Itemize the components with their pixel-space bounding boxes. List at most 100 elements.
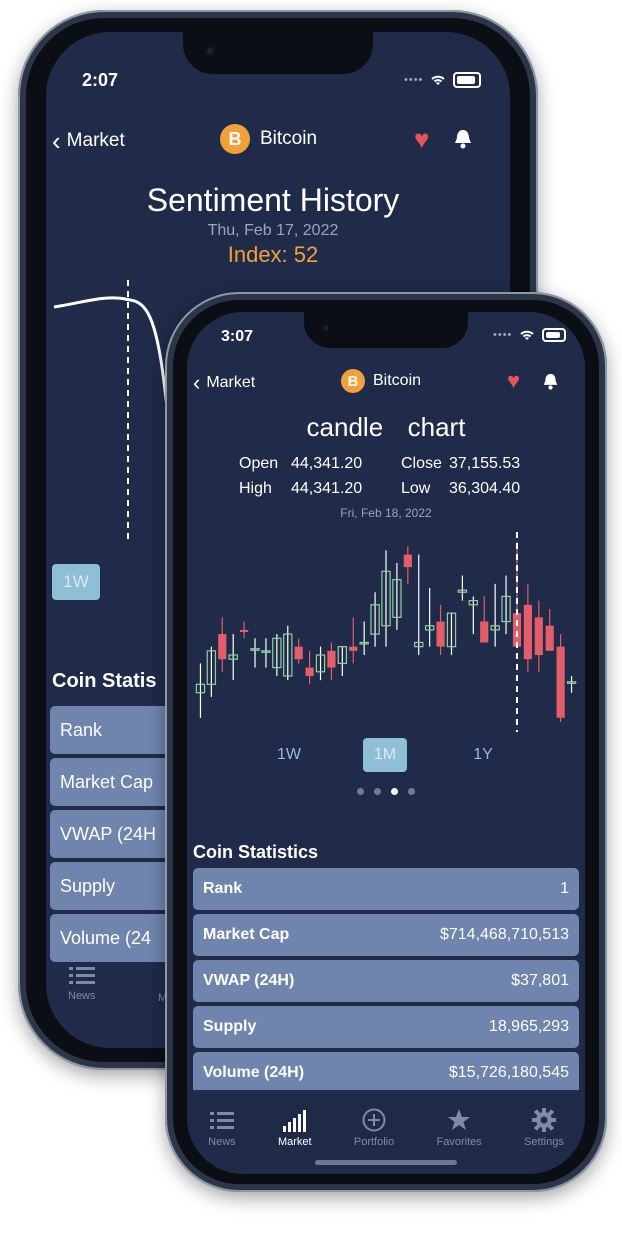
- back-button[interactable]: ‹ Market: [52, 128, 125, 154]
- candle-bear: [327, 650, 336, 668]
- ohlc-grid: Open 44,341.20 Close 37,155.53 High 44,3…: [239, 451, 520, 501]
- camera-icon: [322, 324, 330, 332]
- stat-value: $15,726,180,545: [448, 1064, 569, 1081]
- candle-bull: [381, 570, 391, 627]
- tab-portfolio[interactable]: Portfolio: [354, 1108, 394, 1148]
- stat-label: Volume (24H): [203, 1064, 305, 1081]
- low-label: Low: [401, 480, 431, 497]
- tab-news[interactable]: News: [208, 1110, 236, 1148]
- high-value: 44,341.20: [291, 480, 363, 497]
- candlestick-chart[interactable]: [187, 532, 585, 732]
- list-icon: [68, 967, 95, 984]
- nav-actions: ♥: [507, 370, 559, 392]
- candle-bear: [240, 629, 249, 632]
- stat-label: Rank: [60, 719, 103, 740]
- front-phone: 3:07 •••• ‹ Market B Bitcoin ♥ candle ch…: [165, 292, 607, 1192]
- battery-icon: [453, 72, 482, 88]
- candle-bear: [534, 617, 543, 656]
- tab-settings[interactable]: Settings: [524, 1108, 564, 1148]
- favorite-heart-icon[interactable]: ♥: [507, 368, 521, 393]
- battery-icon: [542, 328, 567, 342]
- stat-label: Rank: [203, 880, 243, 897]
- candle-bull: [337, 646, 348, 664]
- sentiment-date: Thu, Feb 17, 2022: [207, 222, 339, 239]
- stat-label: Market Cap: [60, 771, 154, 792]
- page-dot: [374, 788, 381, 795]
- sentiment-index: Index: 52: [227, 242, 319, 267]
- candle-bull: [566, 681, 577, 684]
- back-phone-notch: [183, 32, 373, 74]
- status-time: 3:07: [221, 328, 254, 345]
- candle-bull: [315, 654, 326, 673]
- stat-value: 1: [560, 880, 569, 897]
- stats-title: Coin Statis: [52, 670, 157, 692]
- candle-bull: [468, 600, 479, 606]
- tab-news[interactable]: News: [68, 964, 96, 1002]
- range-button-1m[interactable]: 1M: [363, 738, 407, 772]
- candle-bear: [545, 625, 554, 651]
- candle-bull: [283, 633, 293, 677]
- nav-actions: ♥: [414, 126, 473, 152]
- stat-label: VWAP (24H): [203, 972, 295, 989]
- stat-row-market-cap: Market Cap $714,468,710,513: [193, 914, 579, 956]
- candle-bull: [490, 625, 500, 631]
- candle-bull: [261, 650, 271, 653]
- range-selector: 1W 1M 1Y: [187, 738, 585, 774]
- candle-bull: [195, 683, 206, 694]
- stat-label: VWAP (24H: [60, 823, 157, 844]
- bar-chart-icon: [282, 1110, 306, 1132]
- front-phone-screen: 3:07 •••• ‹ Market B Bitcoin ♥ candle ch…: [187, 312, 585, 1174]
- candle-bear: [218, 634, 227, 660]
- tab-favorites[interactable]: Favorites: [437, 1108, 482, 1148]
- stat-value: $37,801: [511, 972, 569, 989]
- back-label: Market: [66, 130, 125, 151]
- stats-title: Coin Statistics: [193, 842, 319, 862]
- camera-icon: [205, 46, 215, 56]
- bell-icon[interactable]: [453, 128, 473, 150]
- chart-title-part2: chart: [407, 412, 466, 442]
- front-phone-notch: [304, 312, 468, 348]
- open-value: 44,341.20: [291, 455, 363, 472]
- signal-icon: ••••: [493, 329, 513, 341]
- candle-bear: [436, 621, 445, 647]
- stat-label: Supply: [203, 1018, 257, 1035]
- page-indicator[interactable]: [187, 788, 585, 795]
- stat-row-rank: Rank 1: [193, 868, 579, 910]
- candle-bull: [206, 650, 217, 685]
- back-button[interactable]: ‹ Market: [193, 372, 255, 394]
- range-button-1w[interactable]: 1W: [52, 564, 100, 600]
- tab-label: Favorites: [436, 1136, 482, 1148]
- stat-row-volume: Volume (24H) $15,726,180,545: [193, 1052, 579, 1094]
- list-icon: [209, 1112, 234, 1129]
- candle-bull: [370, 604, 380, 635]
- range-button-1y[interactable]: 1Y: [473, 746, 493, 763]
- range-button-1w[interactable]: 1W: [277, 746, 301, 763]
- candle-bull: [501, 595, 511, 623]
- star-icon: [448, 1109, 471, 1130]
- bell-icon[interactable]: [542, 372, 559, 391]
- nav-title: B Bitcoin: [341, 369, 421, 393]
- candle-bull: [272, 637, 282, 669]
- chart-title-part1: candle: [306, 412, 384, 442]
- tab-label: Settings: [524, 1136, 564, 1148]
- candle-bull: [414, 641, 424, 648]
- tab-bar: News Market Portfolio Favorites Settings: [187, 1090, 585, 1148]
- tab-label: Portfolio: [353, 1136, 395, 1148]
- tab-market[interactable]: Market: [278, 1110, 312, 1148]
- home-indicator: [315, 1160, 457, 1165]
- candle-bull: [457, 589, 468, 593]
- candle-bear: [523, 604, 532, 660]
- candle-bull: [228, 654, 238, 660]
- candle-bear: [349, 646, 358, 651]
- candle-bear: [480, 621, 489, 643]
- candle-bull: [359, 641, 369, 645]
- candle-bull: [446, 612, 457, 648]
- favorite-heart-icon[interactable]: ♥: [414, 124, 430, 154]
- gear-icon: [531, 1108, 556, 1132]
- low-value: 36,304.40: [449, 480, 521, 497]
- chart-title: candle chart: [187, 412, 585, 443]
- chevron-left-icon: ‹: [193, 370, 201, 395]
- page-dot-active: [391, 788, 398, 795]
- page-dot: [357, 788, 364, 795]
- candle-bull: [392, 579, 402, 618]
